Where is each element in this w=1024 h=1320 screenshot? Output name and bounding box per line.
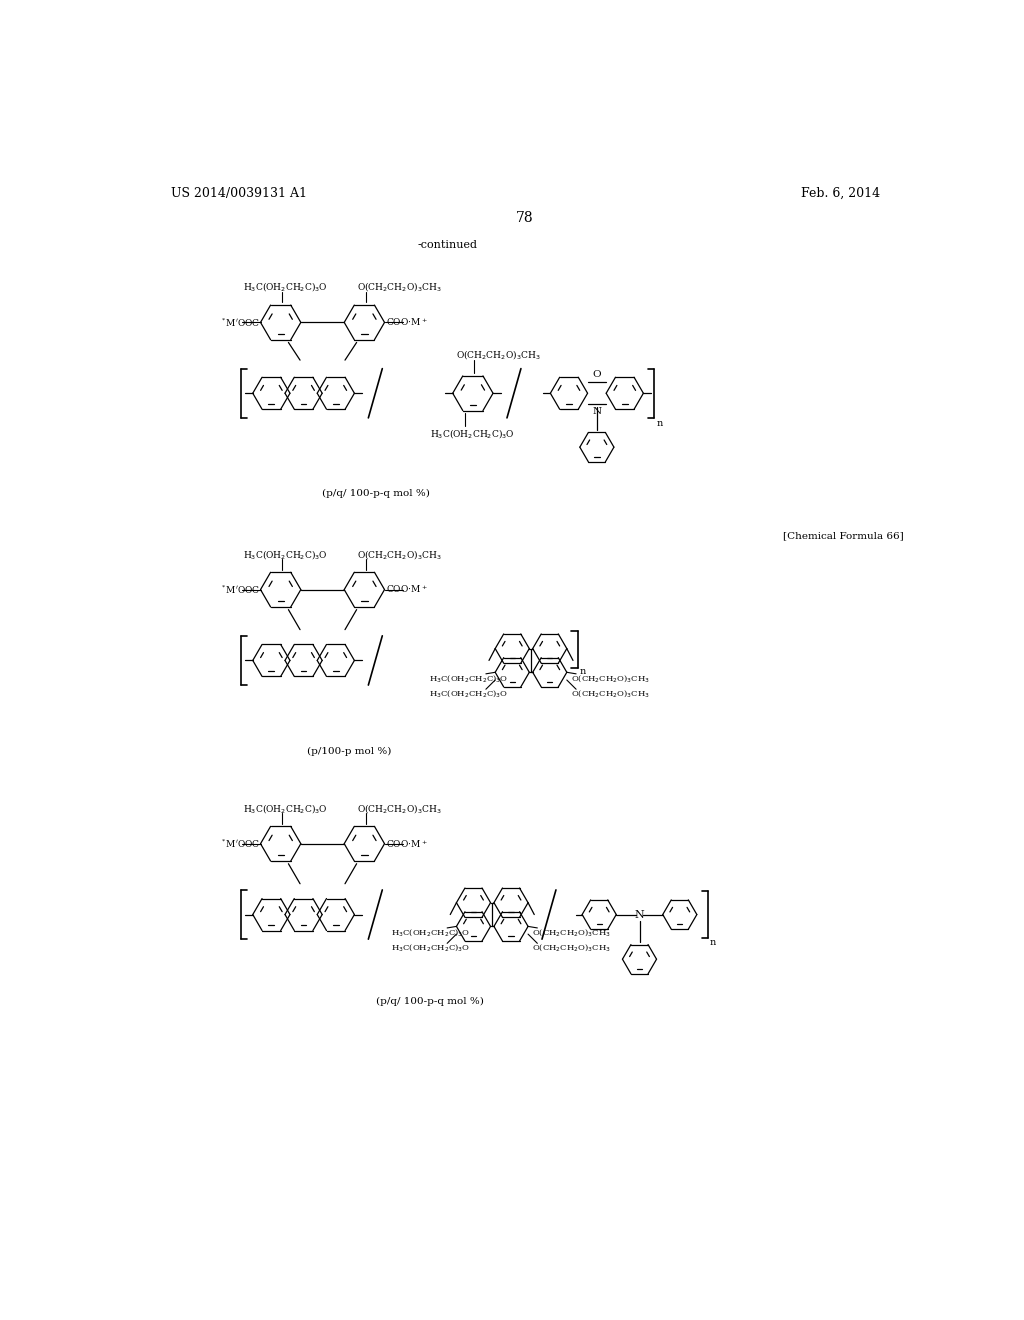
Text: (p/q/ 100-p-q mol %): (p/q/ 100-p-q mol %) (323, 488, 430, 498)
Text: $^*$M$^\prime$OOC: $^*$M$^\prime$OOC (220, 583, 260, 595)
Text: N: N (592, 407, 601, 416)
Text: n: n (656, 420, 663, 429)
Text: COO$\cdot$M$^+$: COO$\cdot$M$^+$ (386, 583, 428, 595)
Text: H$_3$C(OH$_2$CH$_2$C)$_3$O: H$_3$C(OH$_2$CH$_2$C)$_3$O (390, 942, 470, 953)
Text: O(CH$_2$CH$_2$O)$_3$CH$_3$: O(CH$_2$CH$_2$O)$_3$CH$_3$ (356, 280, 441, 293)
Text: COO$\cdot$M$^+$: COO$\cdot$M$^+$ (386, 838, 428, 850)
Text: Feb. 6, 2014: Feb. 6, 2014 (801, 186, 880, 199)
Text: $^*$M$^\prime$OOC: $^*$M$^\prime$OOC (220, 317, 260, 329)
Text: (p/q/ 100-p-q mol %): (p/q/ 100-p-q mol %) (376, 997, 484, 1006)
Text: H$_3$C(OH$_2$CH$_2$C)$_3$O: H$_3$C(OH$_2$CH$_2$C)$_3$O (244, 548, 329, 561)
Text: H$_3$C(OH$_2$CH$_2$C)$_3$O: H$_3$C(OH$_2$CH$_2$C)$_3$O (244, 280, 329, 293)
Text: [Chemical Formula 66]: [Chemical Formula 66] (783, 531, 903, 540)
Text: O(CH$_2$CH$_2$O)$_3$CH$_3$: O(CH$_2$CH$_2$O)$_3$CH$_3$ (570, 673, 649, 684)
Text: O(CH$_2$CH$_2$O)$_3$CH$_3$: O(CH$_2$CH$_2$O)$_3$CH$_3$ (456, 348, 541, 362)
Text: (p/100-p mol %): (p/100-p mol %) (306, 747, 391, 756)
Text: O(CH$_2$CH$_2$O)$_3$CH$_3$: O(CH$_2$CH$_2$O)$_3$CH$_3$ (531, 927, 611, 939)
Text: O: O (593, 371, 601, 379)
Text: H$_3$C(OH$_2$CH$_2$C)$_3$O: H$_3$C(OH$_2$CH$_2$C)$_3$O (429, 688, 509, 700)
Text: O(CH$_2$CH$_2$O)$_3$CH$_3$: O(CH$_2$CH$_2$O)$_3$CH$_3$ (356, 801, 441, 814)
Text: n: n (710, 937, 716, 946)
Text: -continued: -continued (418, 240, 477, 249)
Text: O(CH$_2$CH$_2$O)$_3$CH$_3$: O(CH$_2$CH$_2$O)$_3$CH$_3$ (570, 688, 649, 700)
Text: US 2014/0039131 A1: US 2014/0039131 A1 (171, 186, 306, 199)
Text: H$_3$C(OH$_2$CH$_2$C)$_3$O: H$_3$C(OH$_2$CH$_2$C)$_3$O (244, 801, 329, 814)
Text: H$_3$C(OH$_2$CH$_2$C)$_3$O: H$_3$C(OH$_2$CH$_2$C)$_3$O (430, 426, 515, 440)
Text: n: n (580, 667, 586, 676)
Text: 78: 78 (516, 211, 534, 226)
Text: H$_3$C(OH$_2$CH$_2$C)$_3$O: H$_3$C(OH$_2$CH$_2$C)$_3$O (429, 673, 509, 684)
Text: O(CH$_2$CH$_2$O)$_3$CH$_3$: O(CH$_2$CH$_2$O)$_3$CH$_3$ (531, 942, 611, 953)
Text: N: N (635, 909, 644, 920)
Text: H$_3$C(OH$_2$CH$_2$C)$_3$O: H$_3$C(OH$_2$CH$_2$C)$_3$O (390, 927, 470, 939)
Text: O(CH$_2$CH$_2$O)$_3$CH$_3$: O(CH$_2$CH$_2$O)$_3$CH$_3$ (356, 548, 441, 561)
Text: COO$\cdot$M$^+$: COO$\cdot$M$^+$ (386, 317, 428, 329)
Text: $^*$M$^\prime$OOC: $^*$M$^\prime$OOC (220, 837, 260, 850)
